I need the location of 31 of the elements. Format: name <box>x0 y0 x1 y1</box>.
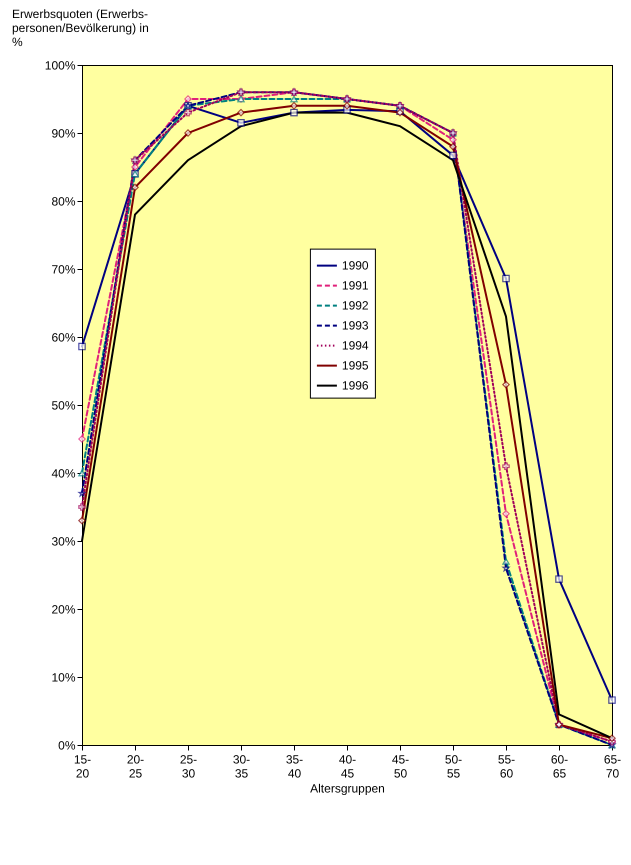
y-tick-label: 80% <box>51 194 76 208</box>
y-tick-label: 10% <box>51 670 76 684</box>
y-tick-label: 70% <box>51 262 76 276</box>
legend-label: 1992 <box>342 298 369 313</box>
x-axis-title: Altersgruppen <box>310 782 385 796</box>
x-tick-label: 25-30 <box>180 752 198 780</box>
legend-label: 1996 <box>342 378 369 393</box>
legend-label: 1991 <box>342 278 369 293</box>
x-tick-label: 50-55 <box>444 752 462 780</box>
y-tick-label: 100% <box>44 58 76 72</box>
x-tick-label: 40-45 <box>338 752 356 780</box>
legend-label: 1990 <box>342 258 369 273</box>
x-tick-label: 65-70 <box>604 752 622 780</box>
y-tick-label: 40% <box>51 466 76 480</box>
x-tick-label: 15-20 <box>74 752 92 780</box>
y-axis-title: Erwerbsquoten (Erwerbs- personen/Bevölkerung) in % <box>12 7 149 49</box>
y-tick-label: 20% <box>51 602 76 616</box>
legend-label: 1994 <box>342 338 369 353</box>
legend-label: 1995 <box>342 358 369 373</box>
legend-label: 1993 <box>342 318 369 333</box>
x-tick-label: 60-65 <box>550 752 568 780</box>
y-tick-label: 50% <box>51 398 76 412</box>
x-tick-label: 55-60 <box>498 752 516 780</box>
x-tick-label: 20-25 <box>126 752 144 780</box>
y-tick-label: 60% <box>51 330 76 344</box>
y-tick-label: 0% <box>58 738 76 752</box>
x-tick-label: 35-40 <box>286 752 304 780</box>
x-tick-label: 45-50 <box>392 752 410 780</box>
y-tick-label: 90% <box>51 126 76 140</box>
y-tick-label: 30% <box>51 534 76 548</box>
x-tick-label: 30-35 <box>232 752 250 780</box>
